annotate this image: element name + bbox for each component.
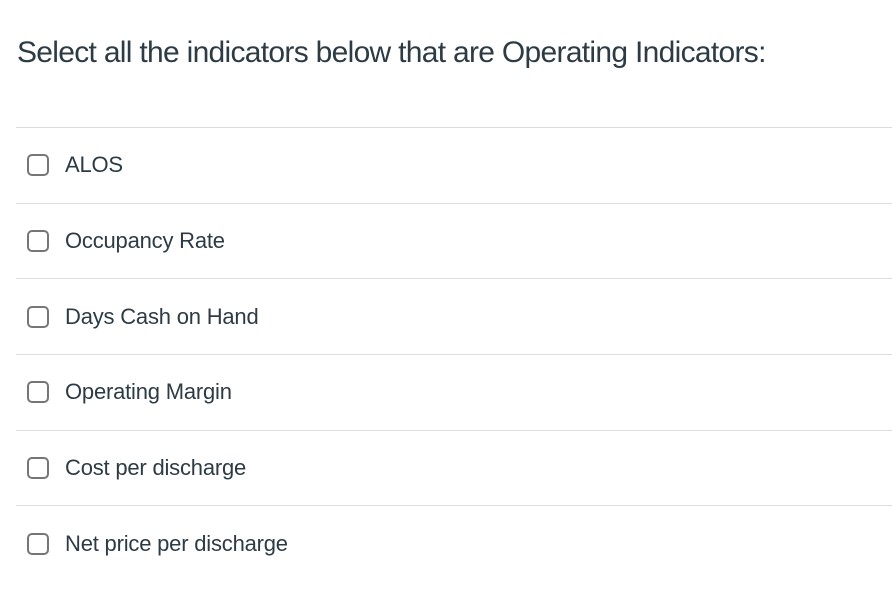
checkbox-net-price-per-discharge[interactable] xyxy=(27,532,49,555)
option-row-operating-margin[interactable]: Operating Margin xyxy=(16,354,892,430)
option-label: ALOS xyxy=(65,152,123,178)
option-label: Operating Margin xyxy=(65,379,232,405)
option-row-alos[interactable]: ALOS xyxy=(16,127,892,203)
checkbox-days-cash-on-hand[interactable] xyxy=(27,305,49,328)
checkbox-alos[interactable] xyxy=(27,154,49,177)
option-row-cost-per-discharge[interactable]: Cost per discharge xyxy=(16,429,892,506)
option-row-days-cash-on-hand[interactable]: Days Cash on Hand xyxy=(16,278,892,354)
option-label: Days Cash on Hand xyxy=(65,303,259,329)
option-row-net-price-per-discharge[interactable]: Net price per discharge xyxy=(16,505,892,581)
option-label: Cost per discharge xyxy=(65,455,247,481)
option-label: Net price per discharge xyxy=(65,530,288,556)
checkbox-occupancy-rate[interactable] xyxy=(27,230,49,253)
checkbox-cost-per-discharge[interactable] xyxy=(27,457,49,480)
checkbox-operating-margin[interactable] xyxy=(27,381,49,404)
option-label: Occupancy Rate xyxy=(65,228,225,254)
option-row-occupancy-rate[interactable]: Occupancy Rate xyxy=(16,202,892,279)
quiz-question: Select all the indicators below that are… xyxy=(0,33,892,612)
question-title: Select all the indicators below that are… xyxy=(17,36,766,69)
options-list: ALOS Occupancy Rate Days Cash on Hand Op… xyxy=(0,127,892,581)
